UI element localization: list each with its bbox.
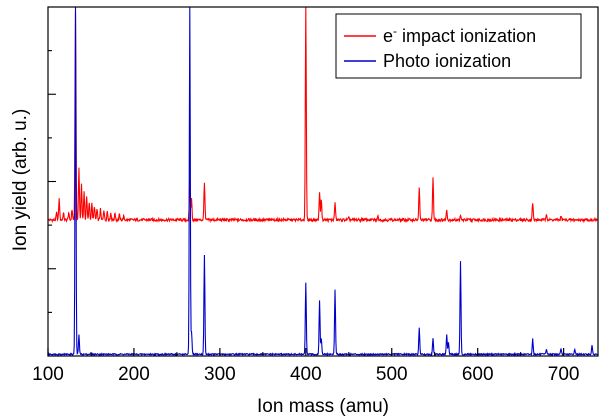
x-tick-label-300: 300 (204, 364, 236, 385)
x-tick-label-400: 400 (290, 364, 322, 385)
x-tick-label-700: 700 (548, 364, 580, 385)
x-tick-label-600: 600 (462, 364, 494, 385)
legend: e- impact ionization Photo ionization (336, 14, 581, 78)
x-axis-title: Ion mass (amu) (257, 396, 389, 417)
legend-label-electron: e- impact ionization (383, 24, 536, 46)
x-tick-label-200: 200 (118, 364, 150, 385)
x-tick-label-100: 100 (32, 364, 64, 385)
y-axis-title: Ion yield (arb. u.) (10, 109, 31, 252)
legend-label-electron-e: e (383, 26, 393, 46)
legend-label-photo: Photo ionization (383, 51, 511, 71)
legend-label-electron-rest: impact ionization (397, 26, 536, 46)
x-tick-label-500: 500 (376, 364, 408, 385)
